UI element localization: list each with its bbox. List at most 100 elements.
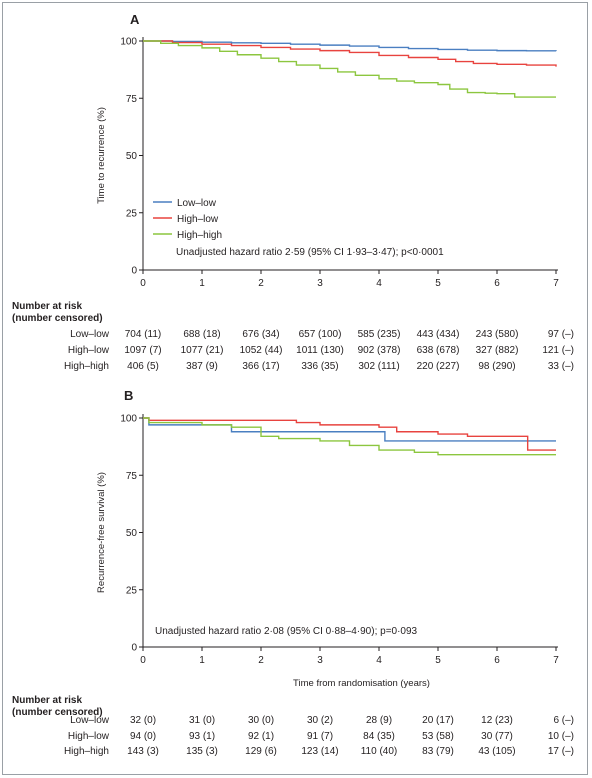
risk-row-label: High–high [64, 746, 109, 757]
risk-cell: 110 (40) [361, 746, 398, 757]
y-tick-label: 25 [126, 585, 138, 596]
risk-row-label: High–low [68, 345, 110, 356]
x-tick-label: 0 [140, 278, 146, 289]
risk-cell: 243 (580) [476, 329, 519, 340]
x-tick-label: 1 [199, 655, 205, 666]
risk-cell: 688 (18) [183, 329, 220, 340]
series-line-high-high [143, 417, 556, 456]
x-tick-label: 3 [317, 655, 323, 666]
risk-cell: 98 (290) [478, 361, 515, 372]
risk-cell: 30 (0) [248, 715, 274, 726]
risk-cell: 53 (58) [422, 731, 454, 742]
risk-cell: 6 (–) [553, 715, 574, 726]
risk-cell: 92 (1) [248, 731, 274, 742]
y-tick-label: 75 [126, 471, 138, 482]
panel-b: B 0 25 50 75 100 0 1 2 3 4 5 6 7 Recurrence-free survi… [12, 388, 574, 757]
risk-row-label: High–low [68, 731, 110, 742]
y-tick-label: 25 [126, 208, 138, 219]
risk-cell: 17 (–) [548, 746, 574, 757]
series-line-low-low [143, 417, 556, 442]
risk-cell: 123 (14) [301, 746, 338, 757]
y-tick-label: 50 [126, 151, 138, 162]
risk-row-label: Low–low [70, 329, 110, 340]
y-tick-label: 0 [131, 643, 137, 654]
legend-label: High–high [177, 230, 222, 241]
risk-cell: 1011 (130) [296, 345, 344, 356]
y-tick-label: 100 [120, 37, 137, 48]
risk-cell: 406 (5) [127, 361, 159, 372]
risk-cell: 129 (6) [245, 746, 277, 757]
risk-cell: 1097 (7) [124, 345, 161, 356]
y-tick-label: 100 [120, 414, 137, 425]
risk-cell: 91 (7) [307, 731, 333, 742]
y-axis-label: Time to recurrence (%) [96, 107, 107, 204]
risk-cell: 121 (–) [542, 345, 574, 356]
risk-cell: 1052 (44) [240, 345, 283, 356]
risk-table-title: Number at risk [12, 695, 82, 706]
risk-table: Number at risk(number censored)Low–low 32… [12, 695, 574, 757]
risk-cell: 94 (0) [130, 731, 156, 742]
hazard-ratio-annotation: Unadjusted hazard ratio 2·59 (95% CI 1·9… [176, 247, 444, 258]
risk-cell: 1077 (21) [181, 345, 224, 356]
risk-cell: 327 (882) [476, 345, 519, 356]
risk-cell: 387 (9) [186, 361, 218, 372]
panel-a: A 0 25 50 75 100 0 1 2 3 4 5 6 7 Time to recurrence (%… [12, 12, 574, 372]
x-tick-label: 5 [435, 655, 441, 666]
risk-cell: 83 (79) [422, 746, 454, 757]
series-line-high-high [143, 40, 556, 98]
risk-cell: 97 (–) [548, 329, 574, 340]
hazard-ratio-annotation: Unadjusted hazard ratio 2·08 (95% CI 0·8… [155, 626, 418, 637]
risk-cell: 135 (3) [186, 746, 218, 757]
panel-letter: A [130, 12, 140, 27]
risk-cell: 676 (34) [242, 329, 279, 340]
risk-cell: 443 (434) [417, 329, 460, 340]
legend-label: Low–low [177, 198, 217, 209]
series-line-high-low [143, 417, 556, 451]
x-tick-label: 2 [258, 278, 264, 289]
risk-cell: 143 (3) [127, 746, 159, 757]
risk-cell: 657 (100) [299, 329, 342, 340]
risk-cell: 33 (–) [548, 361, 574, 372]
risk-table-title: (number censored) [12, 313, 103, 324]
risk-cell: 336 (35) [301, 361, 338, 372]
risk-cell: 93 (1) [189, 731, 215, 742]
x-tick-label: 3 [317, 278, 323, 289]
risk-cell: 704 (11) [125, 329, 162, 340]
y-tick-label: 50 [126, 528, 138, 539]
legend-label: High–low [177, 214, 219, 225]
x-tick-label: 6 [494, 278, 500, 289]
risk-table-title: (number censored) [12, 707, 103, 718]
x-tick-label: 5 [435, 278, 441, 289]
risk-cell: 585 (235) [358, 329, 401, 340]
risk-row-label: Low–low [70, 715, 110, 726]
x-axis-label: Time from randomisation (years) [293, 678, 430, 689]
risk-cell: 366 (17) [242, 361, 279, 372]
risk-row-label: High–high [64, 361, 109, 372]
risk-table-title: Number at risk [12, 301, 82, 312]
risk-cell: 30 (77) [481, 731, 513, 742]
y-axis-label: Recurrence-free survival (%) [96, 472, 107, 593]
series-line-high-low [143, 40, 557, 67]
risk-cell: 20 (17) [422, 715, 454, 726]
panel-letter: B [124, 388, 133, 403]
risk-table: Number at risk(number censored) Low–low 70… [12, 301, 574, 372]
x-tick-label: 1 [199, 278, 205, 289]
risk-cell: 32 (0) [130, 715, 156, 726]
risk-cell: 220 (227) [417, 361, 460, 372]
x-tick-label: 4 [376, 655, 382, 666]
x-tick-label: 6 [494, 655, 500, 666]
risk-cell: 902 (378) [358, 345, 401, 356]
x-tick-label: 2 [258, 655, 264, 666]
risk-cell: 12 (23) [481, 715, 513, 726]
series-line-low-low [143, 40, 557, 52]
risk-cell: 302 (111) [358, 361, 399, 372]
x-tick-label: 4 [376, 278, 382, 289]
risk-cell: 28 (9) [366, 715, 392, 726]
risk-cell: 638 (678) [417, 345, 460, 356]
y-tick-label: 0 [131, 266, 137, 277]
x-tick-label: 0 [140, 655, 146, 666]
risk-cell: 10 (–) [548, 731, 574, 742]
x-tick-label: 7 [553, 278, 559, 289]
